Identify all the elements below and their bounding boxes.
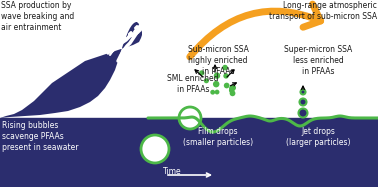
Circle shape — [179, 107, 201, 129]
Text: Time: Time — [163, 166, 181, 176]
Circle shape — [204, 78, 209, 83]
Circle shape — [141, 135, 169, 163]
Circle shape — [215, 90, 220, 94]
FancyArrowPatch shape — [190, 4, 321, 57]
Circle shape — [222, 65, 228, 70]
Circle shape — [229, 88, 234, 93]
Circle shape — [224, 83, 229, 88]
Circle shape — [299, 108, 307, 117]
Circle shape — [299, 99, 307, 105]
Text: Film drops
(smaller particles): Film drops (smaller particles) — [183, 127, 253, 147]
Polygon shape — [0, 22, 142, 187]
Text: Sub-micron SSA
highly enriched
in PFAAs: Sub-micron SSA highly enriched in PFAAs — [187, 45, 248, 76]
Circle shape — [229, 86, 234, 91]
Circle shape — [214, 72, 220, 79]
Polygon shape — [148, 116, 378, 187]
Text: Jet drops
(larger particles): Jet drops (larger particles) — [286, 127, 350, 147]
Circle shape — [230, 85, 236, 91]
Text: SSA production by
wave breaking and
air entrainment: SSA production by wave breaking and air … — [1, 1, 74, 32]
Bar — [0, 118, 378, 187]
Circle shape — [199, 70, 204, 76]
Circle shape — [301, 90, 305, 94]
Circle shape — [210, 90, 215, 95]
Text: Super-micron SSA
less enriched
in PFAAs: Super-micron SSA less enriched in PFAAs — [284, 45, 352, 76]
Circle shape — [229, 91, 235, 96]
Circle shape — [223, 73, 229, 79]
Text: Long-range atmospheric
transport of sub-micron SSA: Long-range atmospheric transport of sub-… — [269, 1, 377, 21]
Text: Rising bubbles
scavenge PFAAs
present in seawater: Rising bubbles scavenge PFAAs present in… — [2, 121, 79, 152]
Circle shape — [213, 81, 220, 87]
Text: SML enriched
in PFAAs: SML enriched in PFAAs — [167, 74, 219, 94]
